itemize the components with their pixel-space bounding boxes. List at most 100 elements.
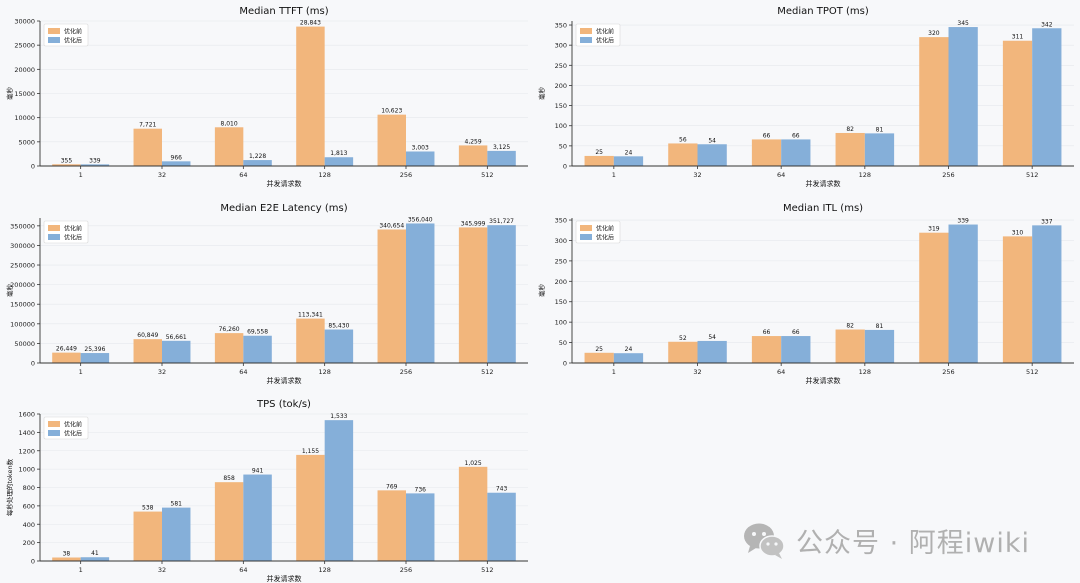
bar-value-label: 342 <box>1041 21 1053 28</box>
chart-e2e: Median E2E Latency (ms) 0 50000 100000 15000… <box>5 203 528 385</box>
bar-value-label: 339 <box>957 218 969 225</box>
y-axis-label: 每秒处理的token数 <box>5 458 14 516</box>
y-tick-label: 20000 <box>14 66 35 74</box>
bar-value-label: 1,813 <box>330 150 347 157</box>
bar-value-label: 52 <box>679 335 687 342</box>
legend-label-before: 优化前 <box>596 225 614 233</box>
bar-before <box>584 155 614 166</box>
bar-value-label: 66 <box>763 132 771 139</box>
x-tick-label: 128 <box>859 171 871 179</box>
legend-swatch-before <box>580 225 592 231</box>
bar-before <box>668 341 698 363</box>
y-tick-label: 0 <box>563 163 567 171</box>
bar-before <box>377 490 406 561</box>
y-tick-label: 600 <box>23 502 35 510</box>
y-tick-label: 1000 <box>18 466 35 474</box>
bar-value-label: 66 <box>792 132 800 139</box>
bar-after <box>613 156 644 166</box>
x-tick-label: 32 <box>158 368 166 376</box>
bar-value-label: 345,999 <box>461 220 486 227</box>
legend-swatch-before <box>48 28 60 34</box>
x-tick-label: 64 <box>239 171 247 179</box>
y-tick-label: 25000 <box>14 42 35 50</box>
bar-after <box>864 133 895 166</box>
y-tick-label: 350000 <box>10 222 35 230</box>
bar-before <box>751 139 782 166</box>
watermark: 公众号 · 阿程iwiki <box>742 520 1030 560</box>
y-tick-label: 200 <box>555 82 567 90</box>
y-axis-label: 毫秒 <box>5 87 14 101</box>
y-tick-label: 100 <box>555 319 567 327</box>
bar-after <box>406 223 435 363</box>
bar-before <box>214 482 244 561</box>
bar-before <box>668 143 698 166</box>
bar-value-label: 10,623 <box>381 108 402 115</box>
bar-value-label: 85,430 <box>328 323 349 330</box>
bar-value-label: 69,558 <box>247 329 268 336</box>
bar-before <box>835 132 865 166</box>
bar-after <box>80 164 110 166</box>
legend-swatch-after <box>48 430 60 436</box>
bar-value-label: 320 <box>928 30 940 37</box>
y-tick-label: 5000 <box>18 138 35 146</box>
x-tick-label: 32 <box>158 171 166 179</box>
bar-after <box>162 507 191 561</box>
bar-value-label: 356,040 <box>408 216 433 223</box>
bar-after <box>243 335 272 363</box>
chart-tpot: Median TPOT (ms) 0 50 100 150 200 250 300 350 25 2… <box>537 6 1074 188</box>
bar-after <box>487 150 516 166</box>
y-tick-label: 250 <box>555 257 567 265</box>
bar-after <box>948 27 978 166</box>
y-tick-label: 150 <box>555 102 567 110</box>
legend-swatch-after <box>48 234 60 240</box>
bar-value-label: 351,727 <box>489 218 514 225</box>
y-tick-label: 0 <box>31 558 35 566</box>
x-tick-label: 256 <box>942 171 954 179</box>
x-tick-label: 64 <box>239 368 247 376</box>
x-tick-label: 128 <box>318 368 330 376</box>
x-tick-label: 512 <box>1026 171 1038 179</box>
bar-value-label: 736 <box>415 486 427 493</box>
x-tick-label: 32 <box>693 368 701 376</box>
bar-after <box>406 151 435 166</box>
bar-after <box>324 420 354 561</box>
bar-before <box>214 127 244 166</box>
bar-value-label: 60,849 <box>137 332 158 339</box>
bar-before <box>458 466 488 561</box>
bar-before <box>1002 40 1033 166</box>
x-tick-label: 64 <box>777 368 785 376</box>
y-tick-label: 150 <box>555 298 567 306</box>
y-tick-label: 350 <box>555 22 567 30</box>
bar-after <box>613 353 644 363</box>
legend-swatch-after <box>48 37 60 43</box>
bar-value-label: 38 <box>63 551 71 558</box>
x-tick-label: 512 <box>481 368 493 376</box>
bar-after <box>487 225 516 363</box>
x-tick-label: 256 <box>400 368 412 376</box>
x-axis-label: 并发请求数 <box>806 179 841 188</box>
y-tick-label: 250000 <box>10 262 35 270</box>
chart-title: Median TTFT (ms) <box>239 6 328 17</box>
chart-itl: Median ITL (ms) 0 50 100 150 200 250 300 350 25 24… <box>537 203 1074 385</box>
bar-value-label: 26,449 <box>56 346 77 353</box>
y-tick-label: 300 <box>555 237 567 245</box>
bar-value-label: 858 <box>223 475 235 482</box>
chart-title: Median TPOT (ms) <box>777 6 869 17</box>
bar-value-label: 345 <box>957 20 969 27</box>
y-tick-label: 1200 <box>18 447 35 455</box>
bar-value-label: 355 <box>61 157 73 164</box>
x-axis-label: 并发请求数 <box>267 574 302 583</box>
y-tick-label: 50 <box>559 142 567 150</box>
bar-before <box>133 339 162 363</box>
bar-value-label: 81 <box>876 126 884 133</box>
y-tick-label: 100000 <box>10 320 35 328</box>
bar-after <box>80 353 110 363</box>
bar-value-label: 340,654 <box>379 223 404 230</box>
bar-after <box>948 224 978 363</box>
chart-title: Median E2E Latency (ms) <box>220 203 347 214</box>
bar-before <box>296 318 325 363</box>
legend-label-before: 优化前 <box>64 28 82 36</box>
bar-before <box>296 454 325 561</box>
bar-value-label: 4,259 <box>465 138 482 145</box>
bar-value-label: 1,533 <box>330 413 347 420</box>
